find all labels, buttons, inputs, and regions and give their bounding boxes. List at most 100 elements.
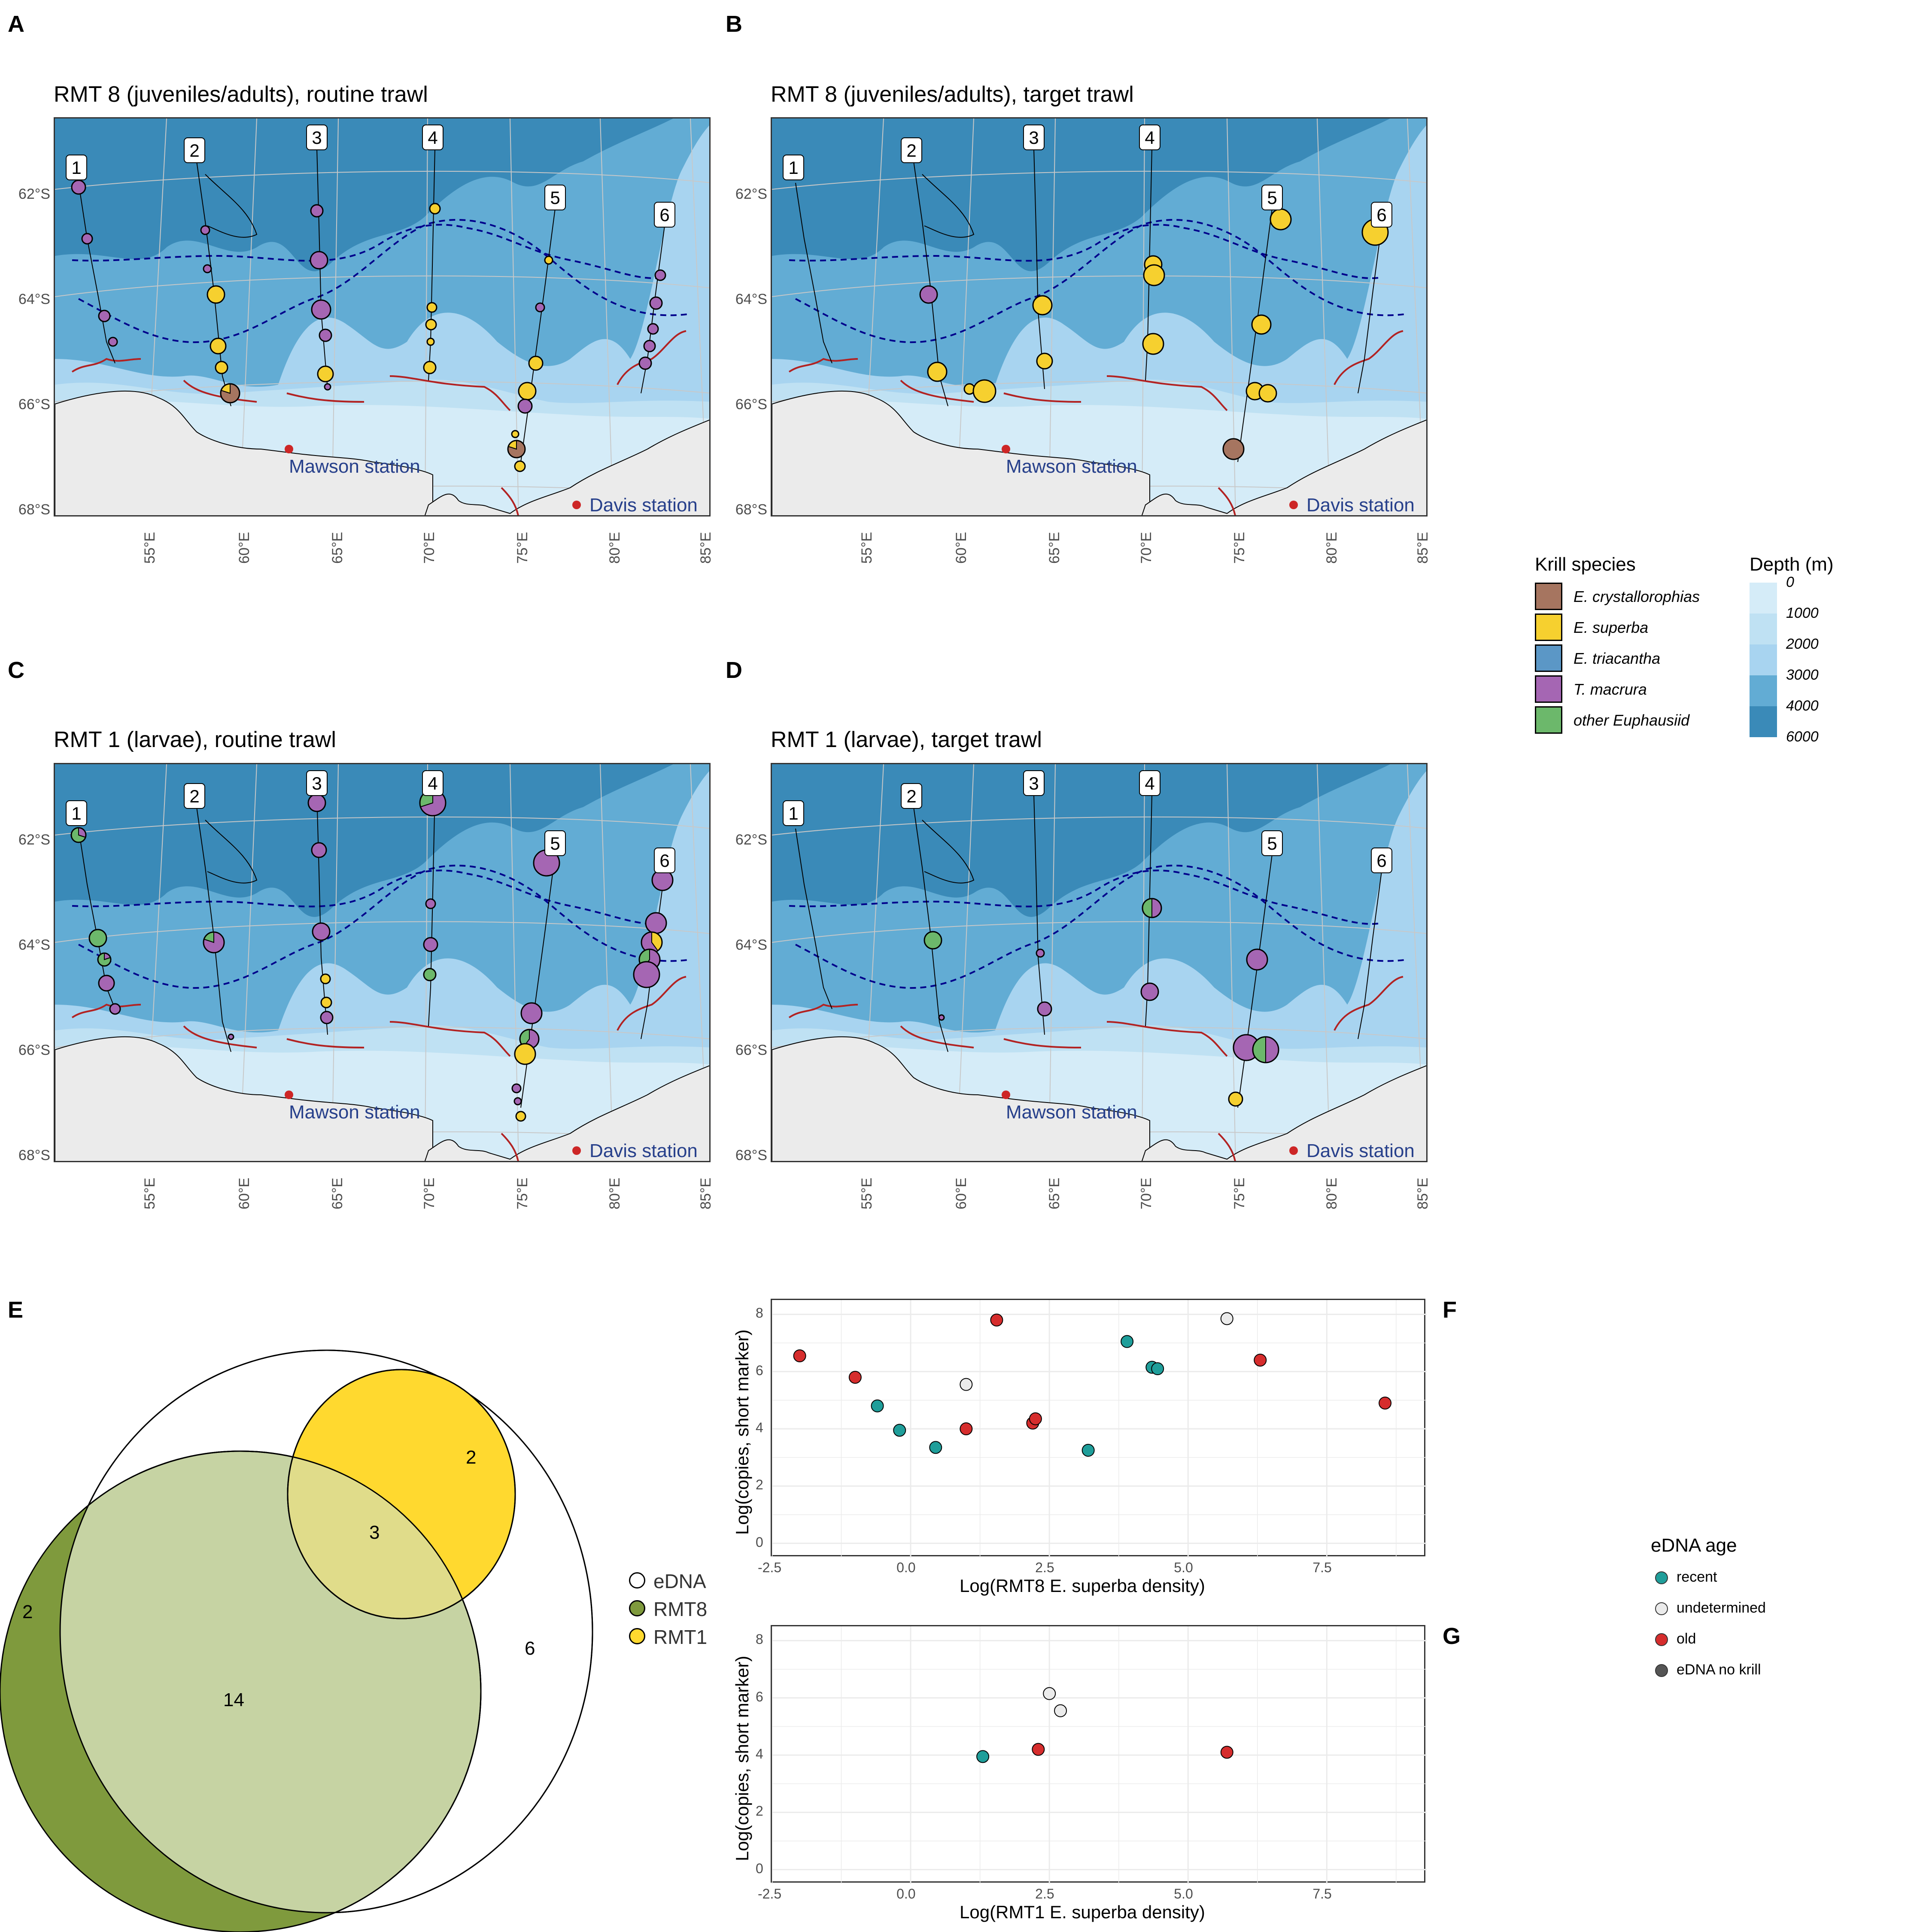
transect-label-3: 3 [306, 125, 328, 150]
transect-label-1: 1 [66, 800, 87, 826]
lat-tick-label: 64°S [18, 291, 50, 307]
svg-text:5: 5 [1267, 188, 1277, 208]
transect-label-6: 6 [1371, 202, 1392, 228]
trawl-station-marker [517, 398, 533, 414]
lon-tick-label: 65°E [329, 532, 346, 564]
lon-tick-label: 60°E [236, 532, 252, 564]
trawl-station-marker [513, 1097, 522, 1106]
scatter-point [976, 1750, 990, 1763]
lon-tick-label: 75°E [514, 1177, 531, 1209]
age-legend-label: old [1677, 1631, 1696, 1647]
lon-tick-label: 65°E [1046, 532, 1063, 564]
svg-text:2: 2 [906, 140, 916, 161]
trawl-station-marker [972, 379, 996, 403]
x-tick-label: 0.0 [896, 1886, 916, 1902]
trawl-station-marker [643, 340, 656, 352]
y-tick-label: 8 [756, 1305, 763, 1321]
trawl-station-marker [319, 328, 332, 342]
davis-station-label: Davis station [1306, 495, 1415, 516]
krill-legend-swatch [1535, 644, 1562, 672]
ice-edge [788, 330, 1403, 515]
panel-label-c: C [8, 657, 24, 683]
trawl-station-marker [1036, 352, 1053, 370]
transect-label-2: 2 [901, 137, 922, 163]
trawl-station-marker [203, 264, 212, 273]
lat-tick-label: 68°S [18, 1147, 50, 1163]
transect-label-6: 6 [654, 202, 675, 228]
transect-labels: 1 2 3 4 5 6 [783, 125, 1392, 228]
scatter-points [976, 1687, 1233, 1763]
ocean-fronts [789, 219, 1408, 343]
svg-text:6: 6 [1376, 851, 1386, 871]
x-axis-title: Log(RMT1 E. superba density) [960, 1902, 1205, 1922]
depth-legend-swatch [1750, 614, 1777, 644]
research-stations: Mawson station Davis station [1002, 445, 1415, 516]
venn-count-rmt8-edna: 14 [223, 1689, 244, 1710]
lon-tick-label: 85°E [698, 1177, 714, 1209]
scatter-svg [772, 1300, 1427, 1558]
krill-legend-label: E. crystallorophias [1574, 588, 1700, 605]
trawl-station-marker [641, 931, 663, 954]
panel-label-f: F [1443, 1297, 1457, 1323]
depth-legend-swatch [1750, 675, 1777, 706]
trawl-station-marker [1252, 1036, 1279, 1063]
trawl-station-marker [1270, 208, 1292, 231]
trawl-station-marker [88, 929, 107, 948]
ice-edge [71, 330, 687, 515]
lat-tick-label: 64°S [18, 937, 50, 953]
lon-tick-label: 60°E [953, 1177, 969, 1209]
svg-text:3: 3 [1029, 128, 1039, 148]
svg-text:1: 1 [71, 158, 81, 178]
trawl-station-marker [70, 827, 87, 843]
trawl-station-marker [109, 1003, 121, 1015]
lon-tick-label: 80°E [1324, 532, 1340, 564]
y-tick-label: 6 [756, 1362, 763, 1378]
land-west [55, 1036, 433, 1161]
krill-legend-label: T. macrura [1574, 680, 1647, 698]
land-east [424, 419, 709, 515]
krill-legend-label: E. triacantha [1574, 650, 1661, 667]
map-title-a: RMT 8 (juveniles/adults), routine trawl [54, 82, 428, 107]
research-stations: Mawson station Davis station [285, 445, 698, 515]
trawl-station-marker [220, 383, 240, 404]
age-legend-label: undetermined [1677, 1600, 1766, 1616]
trawl-station-marker [71, 179, 86, 195]
trawl-station-marker [633, 961, 660, 988]
trawl-station-marker [1142, 333, 1164, 355]
land-east [1141, 419, 1426, 515]
davis-station-marker [1289, 501, 1298, 509]
scatter-grid [772, 1300, 1427, 1558]
lat-tick-label: 62°S [735, 186, 767, 202]
x-tick-label: 5.0 [1174, 1886, 1193, 1902]
trawl-stations [923, 898, 1279, 1107]
ice-edge [788, 976, 1403, 1161]
lon-tick-label: 55°E [142, 532, 158, 564]
trawl-station-marker [647, 323, 659, 335]
lat-tick-label: 68°S [735, 501, 767, 518]
map-svg: Mawson station Davis station 1 2 3 4 5 6 [55, 764, 709, 1161]
depth-legend-swatch [1750, 583, 1777, 614]
transect-label-3: 3 [1023, 770, 1045, 796]
trawl-stations [70, 789, 674, 1122]
scatter-point [893, 1424, 906, 1437]
venn-count-edna-only: 6 [525, 1638, 535, 1659]
map-svg: Mawson station Davis station 1 2 3 4 5 6 [772, 118, 1426, 516]
trawl-station-marker [507, 440, 526, 459]
transect-label-6: 6 [1371, 848, 1392, 873]
mawson-station-label: Mawson station [289, 456, 420, 477]
trawl-station-marker [518, 382, 537, 401]
transect-label-4: 4 [422, 770, 444, 796]
lat-tick-label: 62°S [18, 186, 50, 202]
land-west [772, 390, 1150, 515]
age-legend-title: eDNA age [1651, 1535, 1737, 1556]
scatter-points [793, 1312, 1392, 1457]
transect-label-3: 3 [306, 770, 328, 796]
scatter-point [1220, 1746, 1233, 1759]
transect-labels: 1 2 3 4 5 6 [66, 770, 675, 873]
trawl-station-marker [311, 842, 327, 858]
x-tick-label: 5.0 [1174, 1560, 1193, 1575]
x-tick-label: 0.0 [896, 1560, 916, 1575]
trawl-station-marker [426, 337, 435, 346]
lon-tick-label: 55°E [142, 1177, 158, 1209]
trawl-station-marker [1037, 1001, 1052, 1017]
